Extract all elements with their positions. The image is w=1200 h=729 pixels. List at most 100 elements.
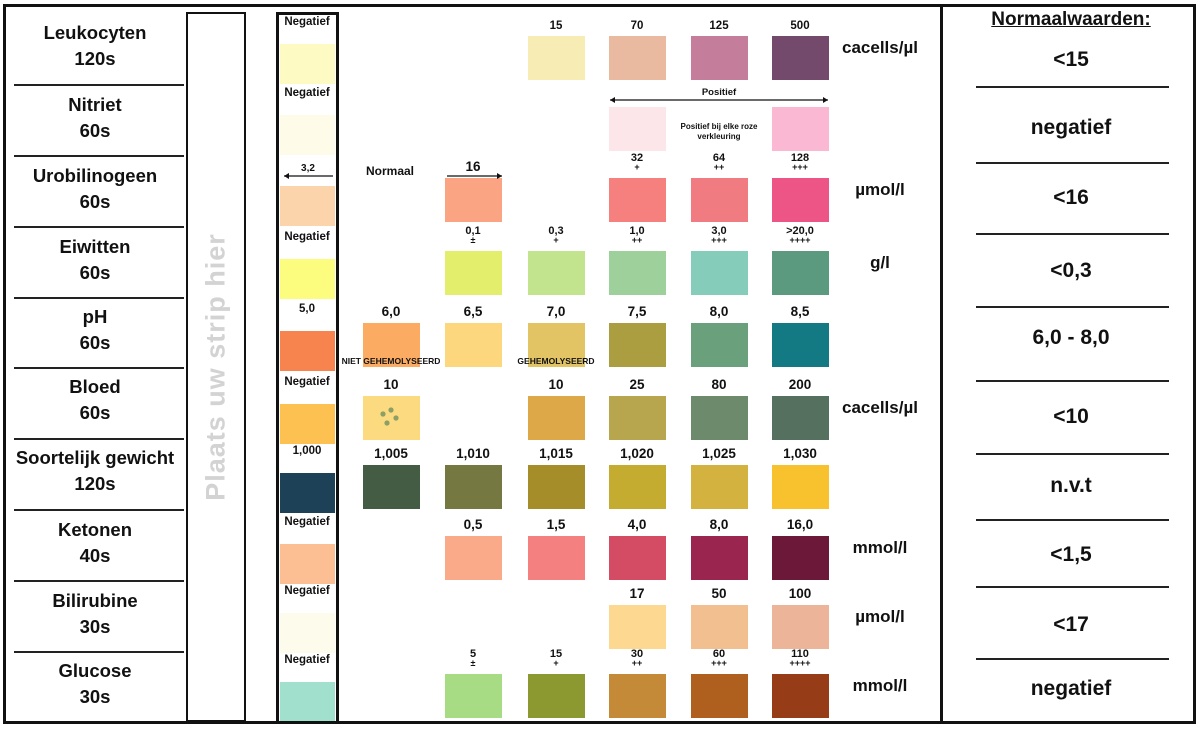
test-name: Bilirubine 30s [6,588,184,640]
normal-value: <0,3 [1050,259,1092,282]
test-time-label: 120s [74,48,116,69]
pad-label: 1,030 [783,446,817,461]
arrow-head [284,173,289,179]
color-pad [528,323,585,367]
arrow-head [823,97,828,103]
color-pad [445,251,502,295]
test-name: Ketonen 40s [6,517,184,569]
pad-label: Negatief [284,231,330,243]
hemolysis-dot [380,411,386,417]
pad-label: 1,010 [456,446,490,461]
normal-label: Normaal [366,164,414,178]
normal-value: negatief [1030,677,1112,700]
pad-label: 80 [711,377,726,392]
color-pad [772,465,829,509]
pad-label: 70 [631,20,644,32]
color-pad [528,396,585,440]
pad-label: Negatief [284,87,330,99]
test-time-label: 30s [79,616,111,637]
reference-pad [280,682,335,722]
row-divider [14,367,184,369]
color-pad [609,396,666,440]
row-divider [14,509,184,511]
normal-divider [976,519,1169,521]
pad-sublabel: ± [471,658,476,668]
color-pad [609,605,666,649]
row-divider [14,226,184,228]
test-names-column: Leukocyten 120s Nitriet 60s Urobilinogeen 60s… [6,8,184,724]
normal-value: <16 [1053,186,1089,209]
test-name-label: Bloed [69,376,121,397]
normal-divider [976,306,1169,308]
positive-bracket-label: Positief [702,87,737,98]
test-name-label: Urobilinogeen [32,165,158,186]
pad-label: 100 [789,586,812,601]
color-pad [691,178,748,222]
color-pad [691,36,748,80]
pad-label: 110 [791,648,809,660]
color-pad [528,674,585,718]
normal-values-panel: Normaalwaarden: <15 negatief <16 <0,3 6,0 - … [940,4,1199,724]
color-pad [528,465,585,509]
pad-label: 64 [713,152,726,164]
pad-label: >20,0 [786,225,814,237]
pad-sublabel: +++ [711,658,727,668]
unit-label: µmol/l [855,180,904,199]
pad-sublabel: +++ [711,235,727,245]
color-pad [445,323,502,367]
reference-pad [280,473,335,513]
color-pad [691,674,748,718]
color-pad [609,36,666,80]
color-pad [772,323,829,367]
color-pad [609,107,666,151]
pad-label: 60 [713,648,725,660]
test-name: Eiwitten 60s [6,234,184,286]
test-time-label: 60s [79,191,111,212]
reference-pad [280,544,335,584]
reference-pad [280,186,335,226]
positive-note: verkleuring [697,132,740,141]
pad-sublabel: ++ [714,162,725,172]
test-name-label: Nitriet [68,94,122,115]
test-name-label: pH [82,306,108,327]
color-pad [772,396,829,440]
color-pad [363,396,420,440]
test-name: Soortelijk gewicht 120s [6,445,184,497]
test-time-label: 40s [79,545,111,566]
pad-label: 8,5 [791,304,810,319]
pad-label: 5,0 [299,303,315,315]
strip-placement-slot: Plaats uw strip hier [186,12,246,722]
normal-divider [976,586,1169,588]
normal-value: negatief [1030,116,1112,139]
color-pad [528,536,585,580]
test-name: Glucose 30s [6,658,184,710]
test-name-label: Glucose [58,660,132,681]
pad-label: 128 [791,152,809,164]
normal-divider [976,658,1169,660]
test-name: Nitriet 60s [6,92,184,144]
color-pad [691,605,748,649]
pad-label: 15 [550,20,563,32]
color-pad [772,536,829,580]
pad-sublabel: + [553,235,558,245]
unit-label: g/l [870,253,890,272]
pad-sublabel: ++++ [789,658,810,668]
test-time-label: 60s [79,262,111,283]
reference-pad [280,259,335,299]
row-divider [14,580,184,582]
reference-pad [280,331,335,371]
pad-sublabel: ± [471,235,476,245]
pad-sublabel: + [553,658,558,668]
row-divider [14,297,184,299]
normal-divider [976,86,1169,88]
color-pad [609,536,666,580]
pad-label: 200 [789,377,812,392]
pad-label: 125 [709,20,729,32]
test-name: Urobilinogeen 60s [6,163,184,215]
pad-label: 8,0 [710,304,729,319]
test-name: Leukocyten 120s [6,20,184,72]
pad-label: 4,0 [628,517,647,532]
pad-label: 30 [631,648,643,660]
normal-value: <15 [1053,48,1089,71]
